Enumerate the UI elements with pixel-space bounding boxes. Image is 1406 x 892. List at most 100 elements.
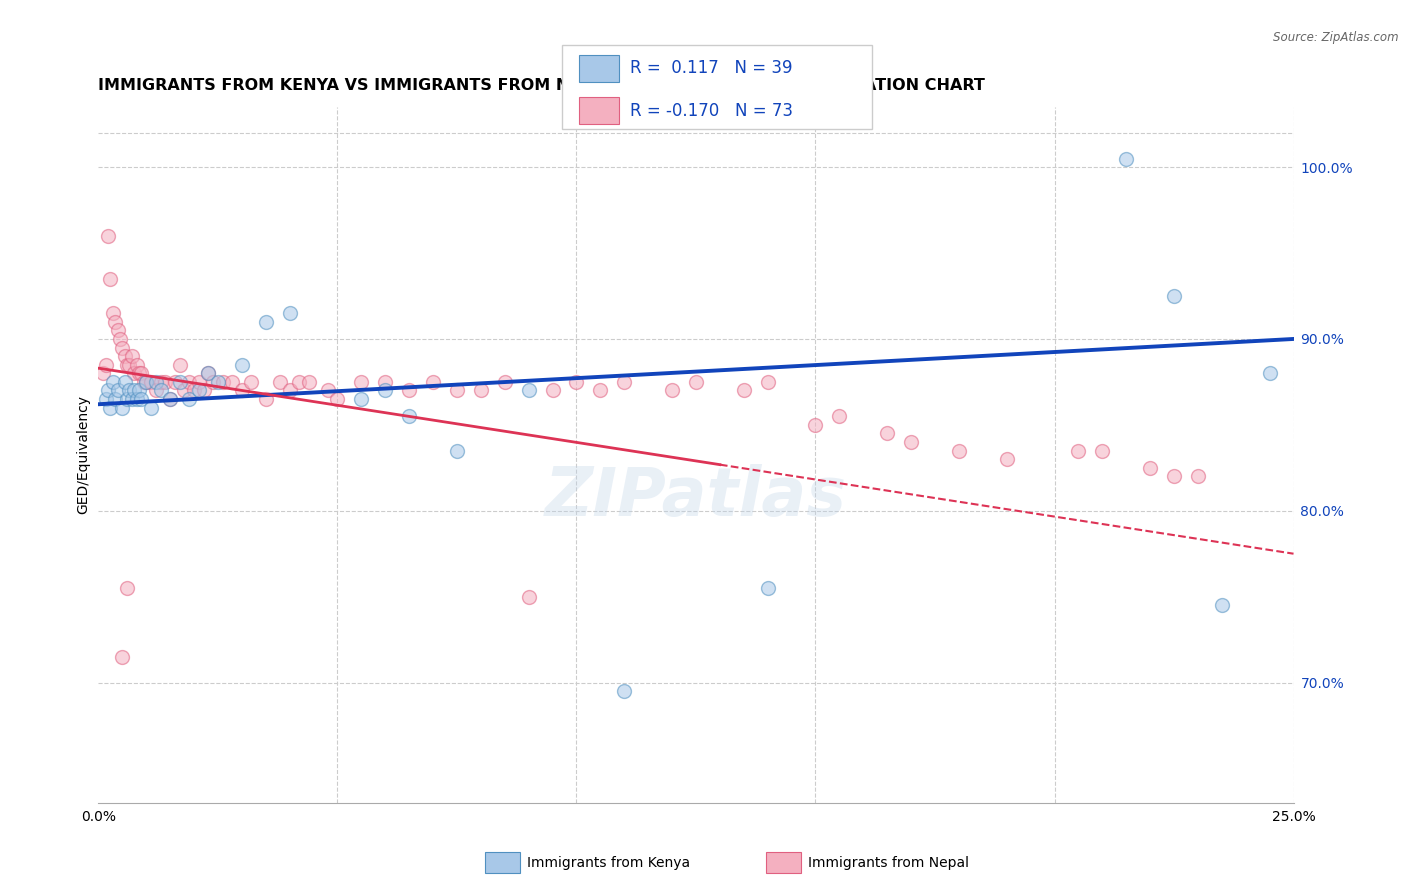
Point (132, 375, 155, 389)
Point (398, 384, 420, 398)
Point (98, 401, 122, 415)
Point (470, 384, 492, 398)
Point (211, 375, 233, 389)
Point (995, 452, 1018, 467)
Point (98, 272, 122, 286)
Point (876, 426, 898, 441)
Point (494, 375, 516, 389)
Point (207, 375, 229, 389)
Point (231, 384, 253, 398)
Point (278, 384, 301, 398)
Point (97, 228, 120, 243)
Text: ZIPatlas: ZIPatlas (546, 464, 846, 530)
Point (131, 367, 153, 381)
Point (828, 409, 851, 424)
Point (661, 384, 683, 398)
Point (1187, 469, 1209, 483)
Point (128, 367, 150, 381)
Point (374, 375, 396, 389)
Point (94, 358, 117, 372)
Point (254, 392, 277, 406)
Point (149, 384, 172, 398)
Point (135, 375, 157, 389)
Point (101, 306, 124, 320)
Point (517, 590, 540, 604)
Point (128, 384, 150, 398)
Point (118, 384, 141, 398)
Point (107, 323, 129, 337)
Point (159, 392, 181, 406)
Point (118, 358, 141, 372)
Point (1139, 460, 1161, 475)
Point (179, 375, 201, 389)
Point (1091, 443, 1114, 458)
Point (91, 367, 114, 381)
Point (121, 349, 143, 363)
Point (326, 392, 349, 406)
Point (288, 375, 311, 389)
Point (1211, 599, 1233, 613)
Point (541, 384, 564, 398)
Point (231, 358, 253, 372)
Point (254, 315, 277, 329)
Point (121, 392, 143, 406)
Point (124, 367, 146, 381)
Point (108, 332, 131, 346)
Y-axis label: GED/Equivalency: GED/Equivalency (76, 395, 90, 515)
Point (111, 401, 134, 415)
Point (155, 375, 177, 389)
Point (1067, 443, 1090, 458)
Point (350, 375, 373, 389)
Point (685, 375, 707, 389)
Point (278, 306, 301, 320)
Point (97, 384, 120, 398)
Point (111, 341, 134, 355)
Text: R =  0.117   N = 39: R = 0.117 N = 39 (630, 59, 793, 78)
Point (173, 384, 195, 398)
Point (115, 392, 138, 406)
Point (114, 375, 136, 389)
Point (104, 315, 127, 329)
Point (114, 349, 136, 363)
Point (115, 358, 138, 372)
Point (269, 375, 291, 389)
Point (350, 392, 373, 406)
Point (149, 375, 172, 389)
Point (221, 375, 243, 389)
Text: IMMIGRANTS FROM KENYA VS IMMIGRANTS FROM NEPAL GED/EQUIVALENCY CORRELATION CHART: IMMIGRANTS FROM KENYA VS IMMIGRANTS FROM… (98, 78, 986, 94)
Point (948, 443, 970, 458)
Point (125, 392, 148, 406)
Point (145, 384, 167, 398)
Point (900, 435, 922, 450)
Point (1115, 152, 1137, 166)
Point (422, 375, 444, 389)
Point (446, 384, 468, 398)
Point (446, 443, 468, 458)
Text: R = -0.170   N = 73: R = -0.170 N = 73 (630, 102, 793, 120)
Point (197, 367, 219, 381)
Point (1163, 469, 1185, 483)
Point (187, 375, 209, 389)
Point (1163, 289, 1185, 303)
Point (94, 392, 117, 406)
Point (756, 375, 779, 389)
Point (197, 367, 219, 381)
Point (101, 375, 124, 389)
Text: Immigrants from Nepal: Immigrants from Nepal (808, 855, 970, 870)
Point (179, 392, 201, 406)
Point (131, 392, 153, 406)
Point (145, 375, 167, 389)
Point (589, 384, 612, 398)
Point (169, 375, 191, 389)
Point (733, 384, 755, 398)
Point (135, 375, 157, 389)
Point (111, 649, 134, 664)
Text: Source: ZipAtlas.com: Source: ZipAtlas.com (1274, 31, 1399, 45)
Point (183, 384, 205, 398)
Point (374, 384, 396, 398)
Point (187, 384, 209, 398)
Point (517, 384, 540, 398)
Point (125, 358, 148, 372)
Text: Immigrants from Kenya: Immigrants from Kenya (527, 855, 690, 870)
Point (240, 375, 263, 389)
